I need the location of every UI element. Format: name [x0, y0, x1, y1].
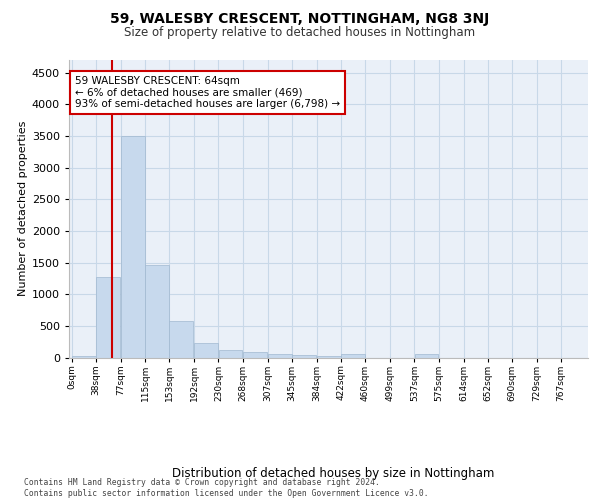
Text: 59, WALESBY CRESCENT, NOTTINGHAM, NG8 3NJ: 59, WALESBY CRESCENT, NOTTINGHAM, NG8 3N…	[110, 12, 490, 26]
Bar	[341, 354, 365, 358]
Text: Distribution of detached houses by size in Nottingham: Distribution of detached houses by size …	[172, 467, 494, 480]
Y-axis label: Number of detached properties: Number of detached properties	[17, 121, 28, 296]
Bar	[169, 322, 193, 358]
Bar	[218, 350, 242, 358]
Text: Contains HM Land Registry data © Crown copyright and database right 2024.
Contai: Contains HM Land Registry data © Crown c…	[24, 478, 428, 498]
Bar	[415, 354, 439, 358]
Bar	[96, 277, 120, 357]
Bar	[292, 355, 316, 358]
Text: Size of property relative to detached houses in Nottingham: Size of property relative to detached ho…	[124, 26, 476, 39]
Text: 59 WALESBY CRESCENT: 64sqm
← 6% of detached houses are smaller (469)
93% of semi: 59 WALESBY CRESCENT: 64sqm ← 6% of detac…	[75, 76, 340, 109]
Bar	[243, 352, 267, 358]
Bar	[268, 354, 292, 358]
Bar	[317, 356, 341, 358]
Bar	[145, 265, 169, 358]
Bar	[72, 356, 95, 358]
Bar	[121, 136, 145, 358]
Bar	[194, 343, 218, 357]
